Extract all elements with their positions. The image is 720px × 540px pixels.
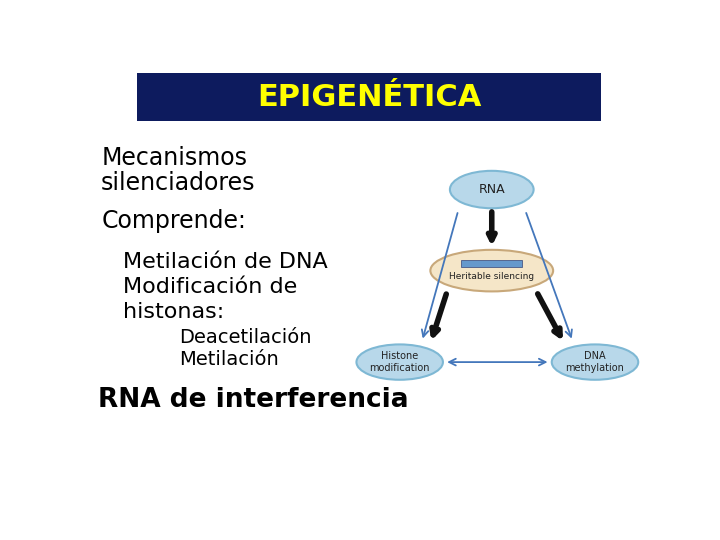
Ellipse shape: [431, 250, 553, 292]
Ellipse shape: [356, 345, 443, 380]
Text: Heritable silencing: Heritable silencing: [449, 272, 534, 281]
Text: histonas:: histonas:: [124, 302, 225, 322]
Text: Metilación de DNA: Metilación de DNA: [124, 252, 328, 272]
Text: RNA: RNA: [479, 183, 505, 196]
Text: Comprende:: Comprende:: [101, 209, 246, 233]
Text: silenciadores: silenciadores: [101, 171, 256, 195]
Text: RNA de interferencia: RNA de interferencia: [99, 387, 409, 413]
Ellipse shape: [552, 345, 638, 380]
Text: DNA
methylation: DNA methylation: [565, 352, 624, 373]
Text: Histone
modification: Histone modification: [369, 352, 430, 373]
Text: Metilación: Metilación: [179, 350, 279, 369]
FancyBboxPatch shape: [138, 73, 600, 121]
Text: Mecanismos: Mecanismos: [101, 146, 247, 170]
Text: Modificación de: Modificación de: [124, 277, 298, 297]
Text: EPIGENÉTICA: EPIGENÉTICA: [257, 83, 481, 112]
Text: Deacetilación: Deacetilación: [179, 328, 312, 347]
Ellipse shape: [450, 171, 534, 208]
FancyBboxPatch shape: [461, 260, 523, 267]
